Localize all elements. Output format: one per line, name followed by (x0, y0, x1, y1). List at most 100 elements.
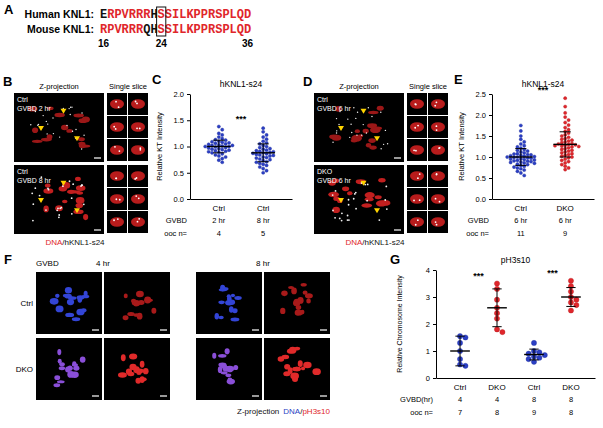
data-point (523, 161, 526, 164)
row-label: GVBD(hr) (400, 395, 433, 404)
image-feature (54, 375, 60, 380)
error-bar-stem (263, 144, 264, 162)
y-tick-mark (433, 270, 436, 271)
image-feature (115, 128, 117, 130)
image-feature (140, 361, 145, 368)
data-point (519, 134, 522, 137)
row-value: 8 (569, 408, 573, 417)
image-feature (376, 200, 387, 206)
image-feature (385, 130, 386, 131)
image-background (428, 188, 448, 210)
data-point (568, 308, 573, 313)
stain-caption: DNA/hKNL1-s24 (345, 238, 405, 247)
image-feature (71, 213, 73, 215)
image-feature (138, 218, 140, 220)
arrowhead (61, 109, 67, 114)
data-point (567, 166, 570, 169)
x-tick-label: Ctrl (213, 204, 226, 213)
error-bar-stem (565, 132, 566, 157)
image-feature (136, 103, 138, 105)
arrowhead (361, 181, 367, 186)
image-label: DKO (317, 168, 333, 175)
image-feature (281, 291, 287, 297)
error-bar-stem (497, 289, 498, 327)
y-axis-title: Relative Chromosome Intensity (396, 275, 404, 373)
x-tick-label: DKO (557, 204, 574, 213)
micrograph (107, 116, 127, 138)
data-point (533, 155, 536, 158)
data-point (568, 278, 573, 283)
data-point (516, 145, 519, 148)
error-bar-cap (455, 365, 464, 366)
error-bar-cap (492, 326, 501, 327)
data-point (523, 140, 526, 143)
error-bar-cap (213, 152, 224, 153)
image-feature (221, 371, 228, 374)
data-point (207, 150, 210, 153)
image-feature (328, 192, 339, 198)
micrograph (107, 139, 127, 161)
image-feature (371, 116, 372, 117)
data-point (570, 149, 573, 152)
data-point (567, 136, 570, 139)
image-background (104, 272, 170, 334)
image-feature (350, 124, 351, 125)
image-feature (81, 148, 82, 149)
data-point (560, 138, 563, 141)
arrowhead (374, 208, 380, 213)
y-tick-label: 2.0 (174, 90, 184, 99)
image-feature (143, 368, 149, 374)
image-feature (220, 364, 227, 368)
data-point (570, 145, 573, 148)
significance-label: *** (236, 114, 247, 124)
data-point (560, 134, 563, 137)
image-feature (134, 301, 140, 306)
column-header: Single slice (409, 82, 447, 91)
image-feature (436, 125, 438, 127)
image-feature (415, 224, 417, 226)
image-feature (439, 201, 441, 203)
image-feature (72, 361, 76, 366)
y-axis-line (190, 95, 191, 200)
image-background (107, 165, 127, 187)
data-point (224, 139, 227, 142)
y-tick-mark (489, 178, 492, 179)
data-point (506, 155, 509, 158)
row-value: 9 (563, 229, 567, 238)
image-feature (334, 217, 336, 219)
image-feature (115, 177, 117, 179)
micrograph (407, 188, 427, 210)
x-tick: DKO (557, 204, 574, 213)
error-bar-cap (213, 140, 224, 141)
y-axis-title: Relative KT Intensity (457, 112, 466, 181)
x-axis: CtrlCtrl (191, 200, 293, 213)
image-feature (431, 171, 445, 181)
image-feature (62, 200, 68, 204)
image-feature (366, 200, 368, 202)
data-point (523, 151, 526, 154)
micrograph (428, 139, 448, 161)
y-tick-label: 0.0 (174, 195, 184, 204)
micrograph (14, 165, 104, 234)
image-feature (332, 207, 340, 213)
data-point (529, 153, 532, 156)
data-point (526, 153, 529, 156)
image-feature (131, 171, 145, 181)
image-feature (39, 195, 41, 197)
image-feature (339, 218, 341, 220)
data-point (564, 165, 567, 168)
stain-label: DNA (283, 407, 301, 416)
image-feature (131, 99, 145, 109)
data-point (523, 168, 526, 171)
image-feature (72, 183, 74, 185)
arrowhead (74, 208, 80, 213)
data-point (570, 155, 573, 158)
y-tick-label: 2 (426, 320, 430, 329)
image-background (314, 165, 404, 234)
image-feature (353, 198, 355, 200)
stain-label: DNA (45, 238, 63, 247)
data-point (217, 132, 220, 135)
error-bar-cap (492, 288, 501, 289)
image-background (14, 93, 104, 162)
image-background (107, 116, 127, 138)
